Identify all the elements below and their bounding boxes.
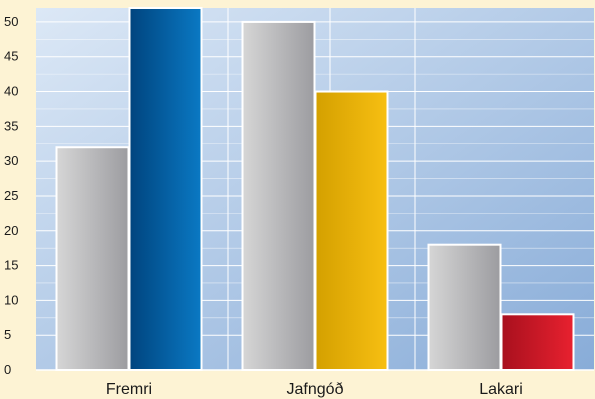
bar-lakari-series1 <box>427 243 502 371</box>
y-tick-label-15: 15 <box>4 258 18 273</box>
y-tick-label-30: 30 <box>4 153 18 168</box>
x-axis-labels: Fremri Jafngóð Lakari <box>106 381 523 398</box>
y-tick-label-20: 20 <box>4 223 18 238</box>
y-tick-label-25: 25 <box>4 188 18 203</box>
y-tick-label-50: 50 <box>4 14 18 29</box>
bar-fremri-series1 <box>55 146 130 371</box>
bar-jafngóð-series1 <box>241 20 316 372</box>
y-tick-label-10: 10 <box>4 292 18 307</box>
y-tick-label-35: 35 <box>4 118 18 133</box>
bar-lakari-series2 <box>500 313 575 371</box>
y-tick-label-5: 5 <box>4 327 11 342</box>
x-tick-label-0: Fremri <box>106 381 152 398</box>
bar-jafngóð-series2 <box>314 90 389 372</box>
x-tick-label-2: Lakari <box>479 381 523 398</box>
bar-fremri-series2 <box>128 7 203 371</box>
bars <box>55 7 575 372</box>
y-axis-ticks: 0 5 10 15 20 25 30 35 40 45 50 <box>4 14 18 377</box>
y-tick-label-45: 45 <box>4 49 18 64</box>
y-tick-label-40: 40 <box>4 84 18 99</box>
y-tick-label-0: 0 <box>4 362 11 377</box>
x-tick-label-1: Jafngóð <box>287 381 344 398</box>
